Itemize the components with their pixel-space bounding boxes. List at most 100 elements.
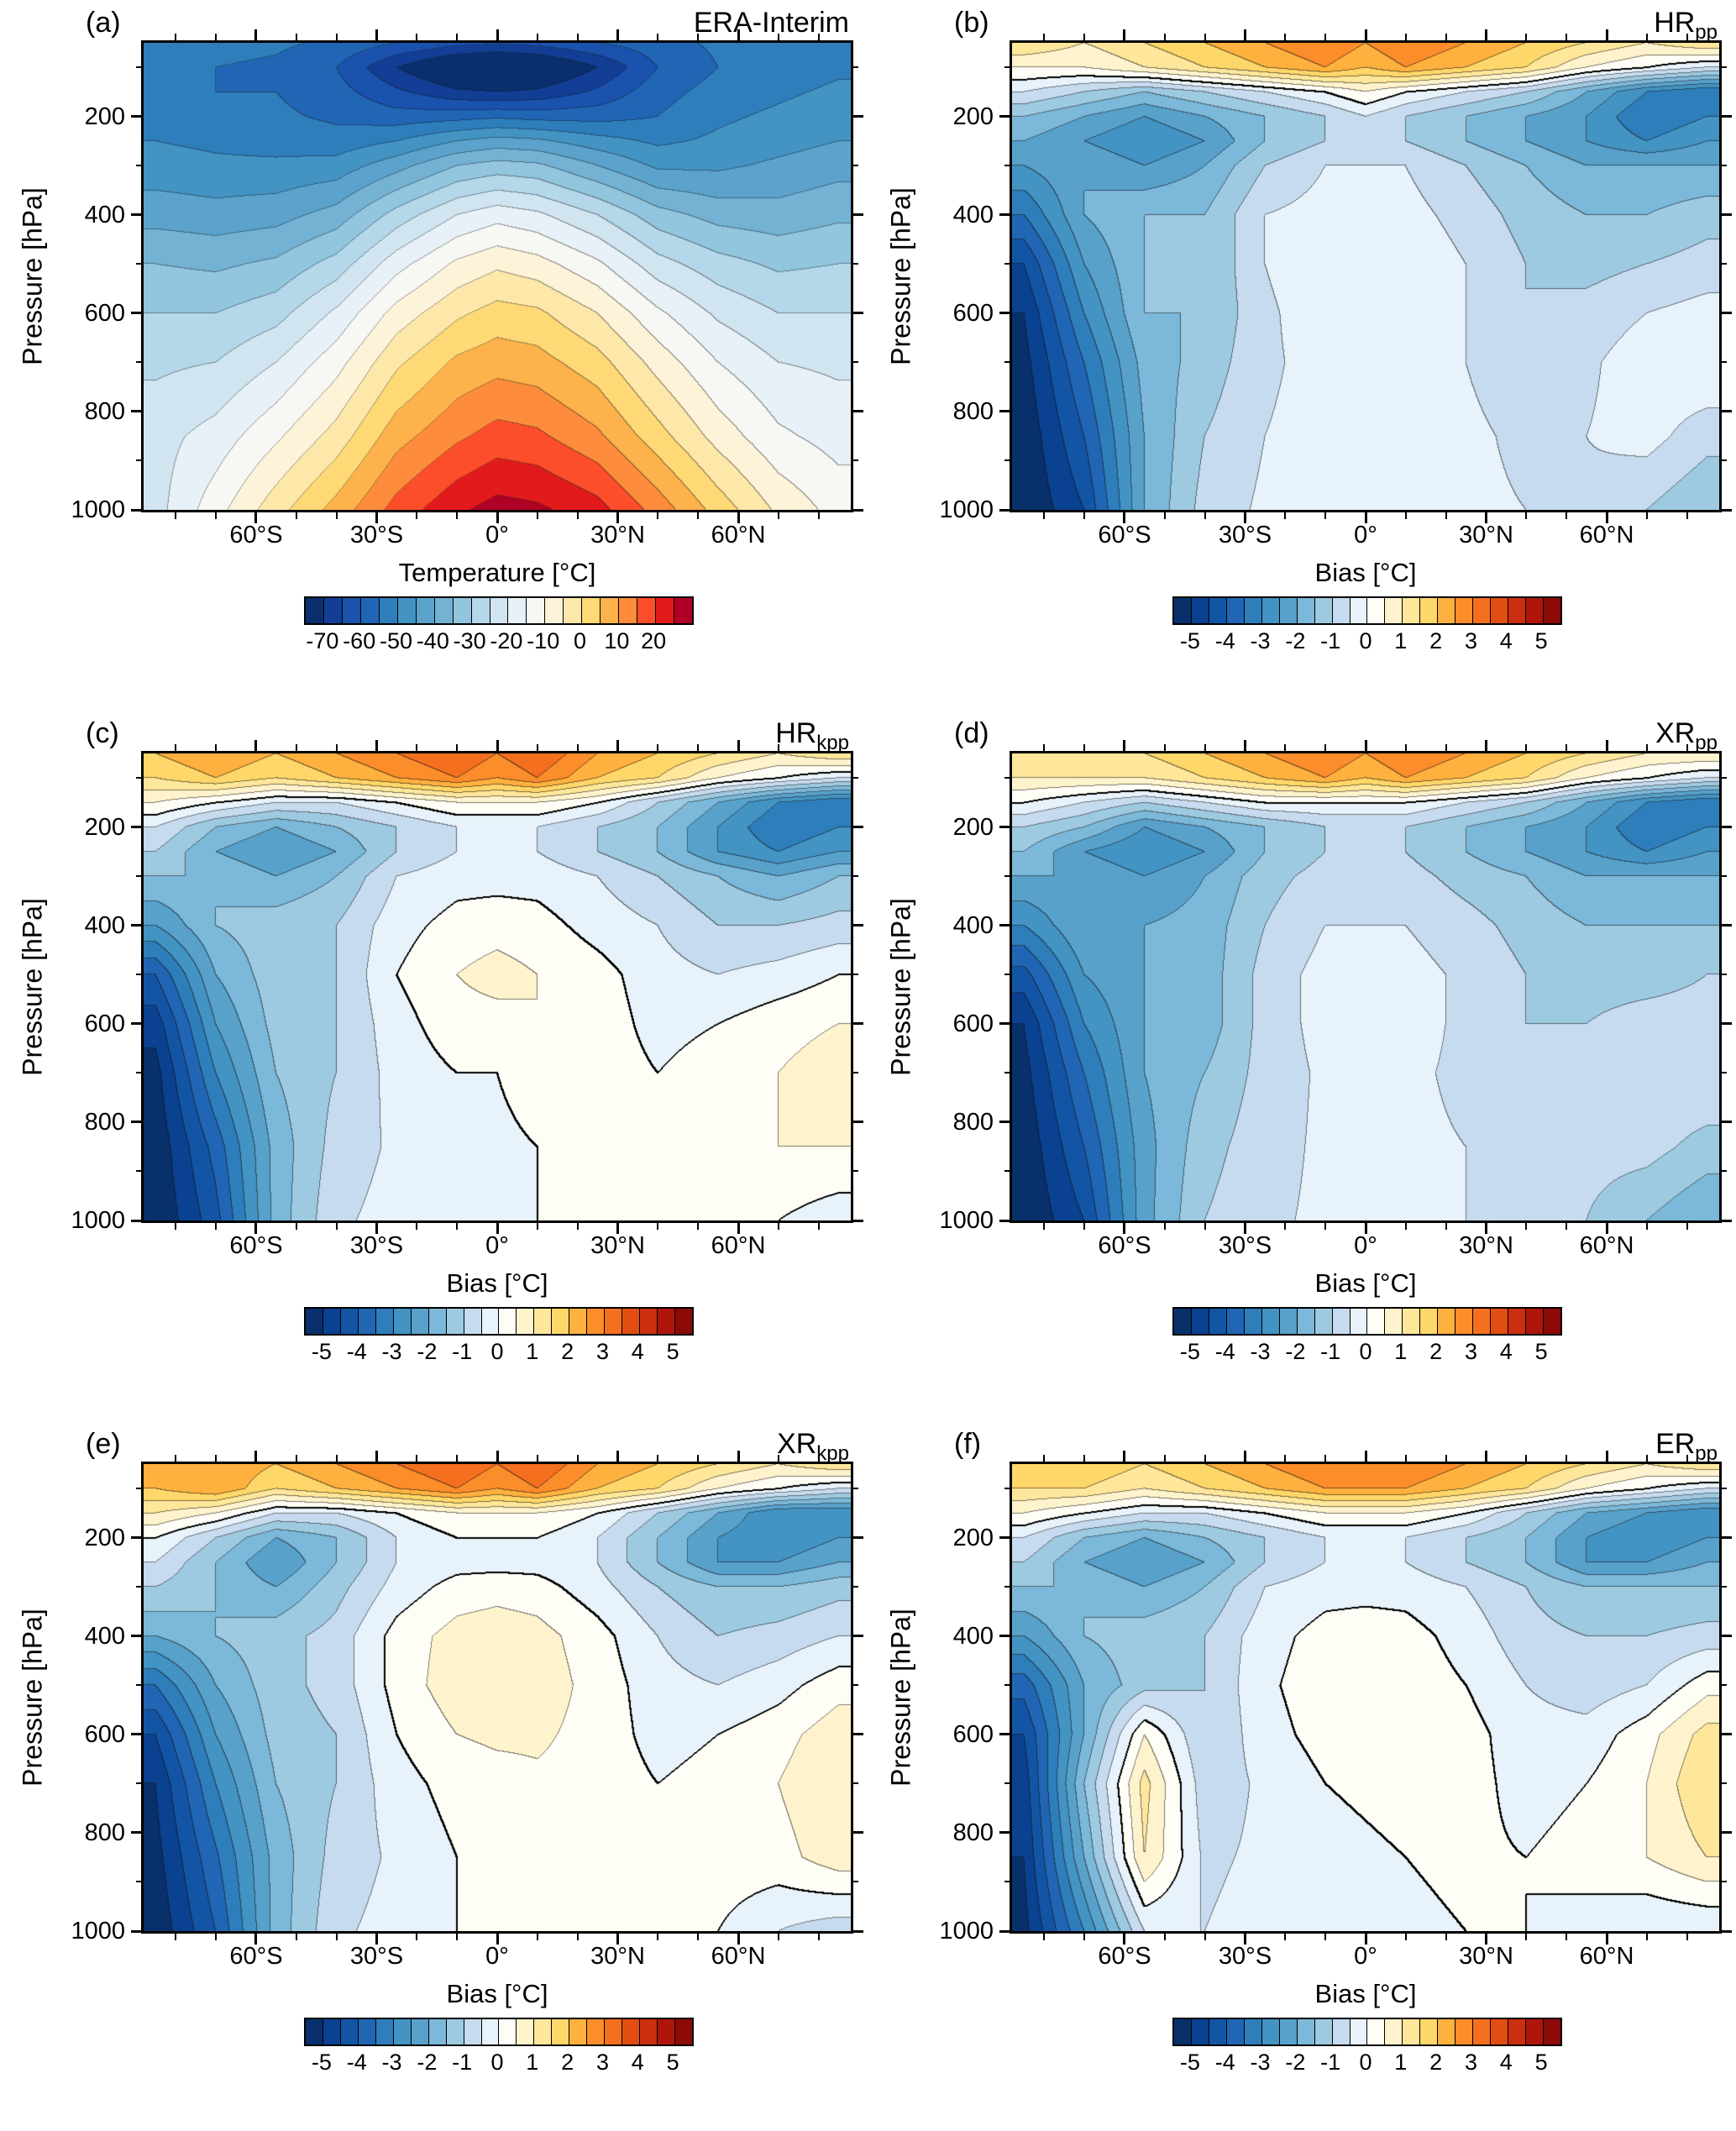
colorbar-tick-label: -60 (343, 628, 376, 653)
x-minor-tick (1284, 512, 1287, 519)
colorbar-segment (1526, 2019, 1545, 2044)
panel-title-sub: pp (1695, 731, 1718, 754)
colorbar-segment (1297, 2019, 1315, 2044)
colorbar-segment (1350, 1309, 1368, 1334)
panel-title-main: XR (777, 1428, 817, 1460)
x-minor-tick (536, 1934, 538, 1940)
y-tick (1719, 115, 1732, 118)
x-tick-label: 60°S (1098, 1943, 1151, 1970)
x-minor-tick (1404, 34, 1407, 40)
colorbar-segment (1226, 598, 1245, 623)
panel-title-main: HR (1654, 7, 1696, 39)
colorbar-segment (464, 2019, 482, 2044)
panel-title-main: HR (775, 717, 817, 749)
colorbar-tick-label: -3 (1250, 628, 1271, 653)
x-minor-tick (536, 34, 538, 40)
y-minor-tick (1004, 1684, 1012, 1687)
x-tick (1485, 1223, 1488, 1234)
colorbar-segment (411, 2019, 429, 2044)
y-tick (851, 115, 863, 118)
y-tick (1719, 213, 1732, 217)
x-minor-tick (295, 512, 297, 519)
x-minor-tick (1163, 1455, 1166, 1462)
y-axis-label: Pressure [hPa] (885, 187, 916, 365)
colorbar-tick-label: 4 (1499, 628, 1513, 653)
x-minor-tick (777, 34, 779, 40)
plot-area: Pressure [hPa] 200 400 600 800 1000 60°S 30°S 0… (886, 29, 1732, 548)
colorbar-segment (1261, 598, 1280, 623)
x-minor-tick (1445, 34, 1447, 40)
x-tick (616, 1451, 620, 1462)
y-tick-label: 800 (84, 397, 125, 425)
x-minor-tick (536, 744, 538, 751)
x-minor-tick (456, 1455, 459, 1462)
y-tick (851, 1831, 863, 1834)
x-tick (1605, 512, 1608, 523)
colorbar-segment (1385, 2019, 1403, 2044)
y-tick-label: 600 (952, 1010, 994, 1037)
y-tick (1719, 1733, 1732, 1736)
y-tick-label: 200 (952, 813, 994, 841)
colorbar-bar (1172, 2018, 1562, 2046)
y-tick (131, 312, 144, 315)
colorbar-tick-label: -4 (346, 2050, 367, 2075)
y-tick (131, 1121, 144, 1124)
y-minor-tick (136, 1684, 144, 1687)
colorbar-segment (658, 1309, 676, 1334)
x-tick (1243, 512, 1246, 523)
panel-b: (b) HRpp Pressure [hPa] 200 400 600 800 1000… (868, 0, 1736, 710)
x-tick-label: 30°N (590, 1943, 645, 1970)
colorbar-segment (490, 598, 509, 623)
colorbar: Bias [°C] -5 -4 -3 -2 -1 0 1 2 3 4 5 (1172, 1979, 1562, 2088)
x-minor-tick (1163, 1223, 1166, 1230)
y-tick-label: 600 (952, 299, 994, 327)
colorbar-segment (564, 598, 583, 623)
x-minor-tick (1566, 1934, 1568, 1940)
panel-title: XRpp (1655, 717, 1718, 755)
y-minor-tick (1719, 263, 1727, 265)
x-minor-tick (1284, 34, 1287, 40)
colorbar-segment (1174, 2019, 1192, 2044)
x-minor-tick (1163, 1934, 1166, 1940)
colorbar-segment (622, 1309, 641, 1334)
colorbar-tick-label: -5 (311, 2050, 332, 2075)
colorbar-segment (1191, 598, 1209, 623)
colorbar-segment (552, 2019, 570, 2044)
x-tick (1364, 512, 1367, 523)
y-minor-tick (1719, 459, 1727, 462)
colorbar-bar (304, 596, 694, 625)
y-tick (1719, 508, 1732, 512)
x-minor-tick (1083, 512, 1086, 519)
colorbar-segment (1385, 598, 1403, 623)
x-minor-tick (777, 512, 779, 519)
colorbar-tick-label: 0 (1359, 628, 1372, 653)
y-minor-tick (136, 361, 144, 364)
x-minor-tick (295, 1455, 297, 1462)
y-axis-label: Pressure [hPa] (885, 898, 916, 1076)
x-tick-label: 60°S (1098, 522, 1151, 548)
colorbar-tick-label: -3 (1250, 1339, 1271, 1364)
x-minor-tick (657, 1455, 659, 1462)
x-minor-tick (1404, 1455, 1407, 1462)
x-minor-tick (1645, 34, 1648, 40)
panel-f: (f) ERpp Pressure [hPa] 200 400 600 800 1000… (868, 1421, 1736, 2131)
colorbar-tick-label: -5 (311, 1339, 332, 1364)
x-tick (254, 1223, 258, 1234)
x-tick (1364, 29, 1367, 40)
contour-canvas (1012, 1464, 1719, 1931)
y-tick (999, 1635, 1012, 1638)
x-tick-label: 30°N (590, 1232, 645, 1259)
colorbar-tick-label: 4 (1499, 1339, 1513, 1364)
y-minor-tick (851, 263, 858, 265)
colorbar-tick-label: 2 (1429, 1339, 1443, 1364)
y-minor-tick (1719, 361, 1727, 364)
colorbar-tick-label: -3 (1250, 2050, 1271, 2075)
x-minor-tick (1645, 744, 1648, 751)
x-tick (375, 1223, 378, 1234)
colorbar-segment (1385, 1309, 1403, 1334)
colorbar-segment (1438, 2019, 1456, 2044)
y-tick (131, 1929, 144, 1933)
y-minor-tick (851, 875, 858, 878)
y-tick (851, 1022, 863, 1026)
y-tick-label: 600 (952, 1720, 994, 1748)
